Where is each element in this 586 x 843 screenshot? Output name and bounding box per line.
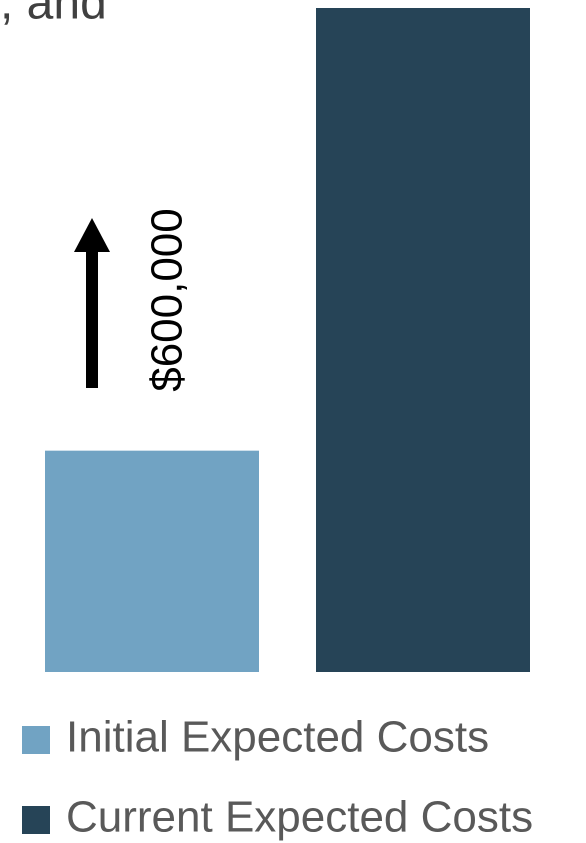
increase-arrow (74, 218, 110, 388)
bar (316, 8, 530, 672)
annotation: $600,000 (143, 208, 192, 392)
legend-label: Initial Expected Costs (66, 713, 489, 762)
bar (45, 450, 259, 672)
text-fragment: , and (0, 0, 107, 30)
legend-swatch (22, 726, 50, 754)
legend-label: Current Expected Costs (66, 793, 533, 842)
legend-swatch (22, 806, 50, 834)
